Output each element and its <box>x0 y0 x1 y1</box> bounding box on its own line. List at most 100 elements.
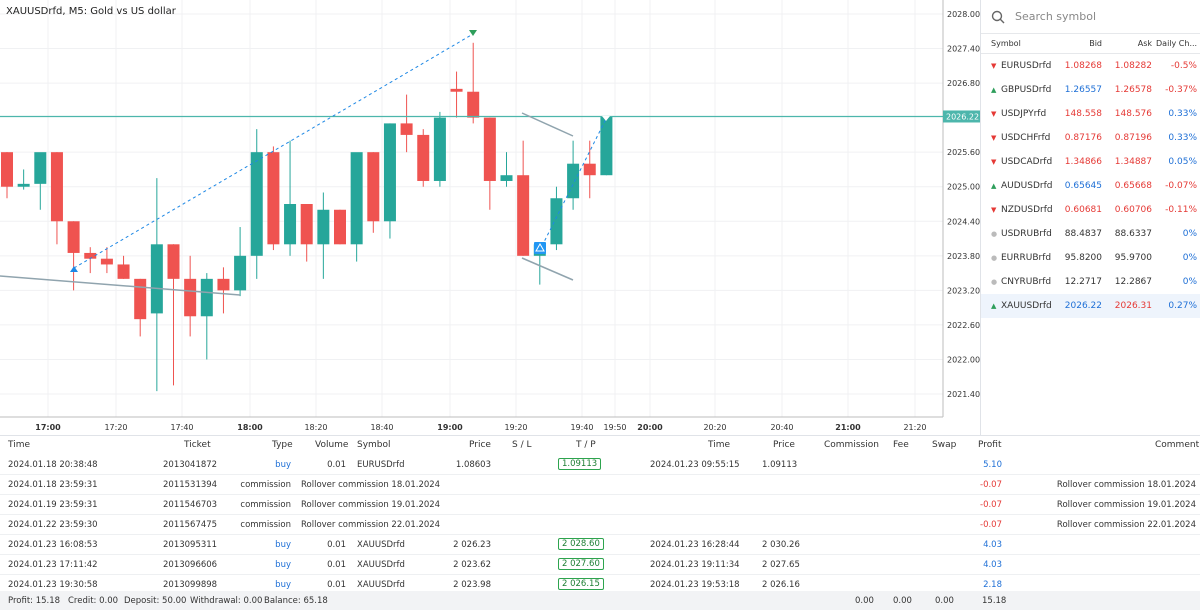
table-row[interactable]: 2024.01.23 16:08:53 2013095311 buy 0.01 XAUU… <box>0 535 1200 555</box>
trendline[interactable] <box>521 257 574 281</box>
trendline[interactable] <box>0 275 241 296</box>
bearish-candle[interactable] <box>134 278 147 320</box>
header-close-time[interactable]: Time <box>708 440 731 450</box>
bearish-candle[interactable] <box>167 244 180 279</box>
table-row[interactable]: 2024.01.18 23:59:31 2011531394 commission R… <box>0 475 1200 495</box>
bullish-candle[interactable] <box>250 152 263 256</box>
cell-take-profit[interactable]: 1.09113 <box>558 458 602 470</box>
daily-change: -0.07% <box>1165 181 1197 191</box>
bullish-candle[interactable] <box>234 255 247 291</box>
cell-ticket: 2011531394 <box>163 480 218 490</box>
price-chart[interactable]: 2028.00 2027.40 2026.80 2026.22 2025.60 2025.… <box>0 0 980 435</box>
time-tick-label: 21:00 <box>835 423 861 432</box>
watchlist-row[interactable]: ▼ EURUSDrfd 1.08268 1.08282 -0.5% <box>981 54 1200 78</box>
header-bid[interactable]: Bid <box>1089 39 1102 48</box>
search-input[interactable]: Search symbol <box>1015 10 1097 23</box>
watchlist-row[interactable]: ● CNYRUBrfd 12.2717 12.2867 0% <box>981 270 1200 294</box>
bullish-candle[interactable] <box>17 183 30 187</box>
bullish-candle[interactable] <box>317 209 330 245</box>
trendline[interactable] <box>521 112 574 137</box>
header-comment[interactable]: Comment <box>1155 440 1200 450</box>
bearish-candle[interactable] <box>467 91 480 118</box>
bearish-candle[interactable] <box>184 278 197 317</box>
header-symbol[interactable]: Symbol <box>991 39 1021 48</box>
chart-canvas[interactable]: 2028.00 2027.40 2026.80 2026.22 2025.60 2025.… <box>0 0 980 435</box>
bearish-candle[interactable] <box>517 175 530 256</box>
bid-price: 1.34866 <box>1064 157 1102 167</box>
table-row[interactable]: 2024.01.23 17:11:42 2013096606 buy 0.01 XAUU… <box>0 555 1200 575</box>
cell-take-profit[interactable]: 2 028.60 <box>558 538 604 550</box>
bullish-candle[interactable] <box>600 116 613 176</box>
bullish-candle[interactable] <box>500 175 513 181</box>
symbol-search[interactable]: Search symbol <box>981 0 1200 34</box>
bearish-candle[interactable] <box>334 209 346 245</box>
bearish-candle[interactable] <box>400 123 413 135</box>
watchlist-row[interactable]: ▼ USDCADrfd 1.34866 1.34887 0.05% <box>981 150 1200 174</box>
cell-close-price: 2 030.26 <box>762 540 800 550</box>
bearish-candle[interactable] <box>450 88 463 92</box>
watchlist-row[interactable]: ▼ USDJPYrfd 148.558 148.576 0.33% <box>981 102 1200 126</box>
status-balance: Balance: 65.18 <box>264 596 328 606</box>
bearish-candle[interactable] <box>583 163 596 176</box>
status-fee: 0.00 <box>893 596 912 606</box>
bearish-candle[interactable] <box>117 264 130 279</box>
bullish-candle[interactable] <box>284 204 297 245</box>
header-volume[interactable]: Volume <box>315 440 349 450</box>
bullish-candle[interactable] <box>433 117 446 181</box>
header-profit[interactable]: Profit <box>978 440 1002 450</box>
cell-take-profit[interactable]: 2 027.60 <box>558 558 604 570</box>
watchlist-row[interactable]: ▲ XAUUSDrfd 2026.22 2026.31 0.27% <box>981 294 1200 318</box>
bullish-candle[interactable] <box>550 198 563 245</box>
watchlist-row[interactable]: ▲ AUDUSDrfd 0.65645 0.65668 -0.07% <box>981 174 1200 198</box>
header-fee[interactable]: Fee <box>893 440 909 450</box>
symbol-name: USDCHFrfd <box>1001 133 1051 143</box>
bullish-candle[interactable] <box>350 152 363 245</box>
bearish-candle[interactable] <box>417 134 430 181</box>
time-tick-label: 20:00 <box>637 423 663 432</box>
header-time[interactable]: Time <box>8 440 31 450</box>
bearish-candle[interactable] <box>100 258 113 265</box>
bearish-candle[interactable] <box>367 152 380 222</box>
bid-price: 148.558 <box>1064 109 1102 119</box>
header-commission[interactable]: Commission <box>824 440 879 450</box>
bullish-candle[interactable] <box>150 244 163 314</box>
bearish-candle[interactable] <box>483 117 496 181</box>
watchlist-row[interactable]: ▼ USDCHFrfd 0.87176 0.87196 0.33% <box>981 126 1200 150</box>
watchlist-row[interactable]: ▲ GBPUSDrfd 1.26557 1.26578 -0.37% <box>981 78 1200 102</box>
bearish-candle[interactable] <box>300 204 313 245</box>
buy-entry-icon[interactable] <box>70 266 78 272</box>
table-row[interactable]: 2024.01.18 20:38:48 2013041872 buy 0.01 EURU… <box>0 455 1200 475</box>
table-row[interactable]: 2024.01.19 23:59:31 2011546703 commission R… <box>0 495 1200 515</box>
bullish-candle[interactable] <box>383 123 396 222</box>
bearish-candle[interactable] <box>267 152 280 245</box>
bearish-candle[interactable] <box>217 278 230 291</box>
header-sl[interactable]: S / L <box>512 440 532 450</box>
cell-type: buy <box>275 580 291 590</box>
header-close-price[interactable]: Price <box>773 440 795 450</box>
table-row[interactable]: 2024.01.22 23:59:30 2011567475 commission R… <box>0 515 1200 535</box>
bullish-candle[interactable] <box>34 152 47 184</box>
cell-symbol: EURUSDrfd <box>357 460 405 470</box>
symbol-name: NZDUSDrfd <box>1001 205 1053 215</box>
watchlist-row[interactable]: ▼ NZDUSDrfd 0.60681 0.60706 -0.11% <box>981 198 1200 222</box>
header-swap[interactable]: Swap <box>932 440 957 450</box>
header-ticket[interactable]: Ticket <box>184 440 211 450</box>
watchlist-row[interactable]: ● EURRUBrfd 95.8200 95.9700 0% <box>981 246 1200 270</box>
header-ask[interactable]: Ask <box>1137 39 1152 48</box>
bearish-candle[interactable] <box>67 221 80 253</box>
watchlist-row[interactable]: ● USDRUBrfd 88.4837 88.6337 0% <box>981 222 1200 246</box>
bearish-candle[interactable] <box>84 252 97 259</box>
cell-take-profit[interactable]: 2 026.15 <box>558 578 604 590</box>
header-type[interactable]: Type <box>272 440 293 450</box>
bearish-candle[interactable] <box>50 152 63 222</box>
cell-close-price: 2 026.16 <box>762 580 800 590</box>
header-price[interactable]: Price <box>469 440 491 450</box>
price-tick-label: 2025.60 <box>947 148 980 157</box>
bearish-candle[interactable] <box>1 152 13 187</box>
header-tp[interactable]: T / P <box>576 440 596 450</box>
header-daily-change[interactable]: Daily Ch... <box>1156 39 1198 48</box>
bullish-candle[interactable] <box>567 163 580 199</box>
take-profit-icon[interactable] <box>469 30 477 36</box>
bullish-candle[interactable] <box>200 278 213 317</box>
header-symbol[interactable]: Symbol <box>357 440 391 450</box>
